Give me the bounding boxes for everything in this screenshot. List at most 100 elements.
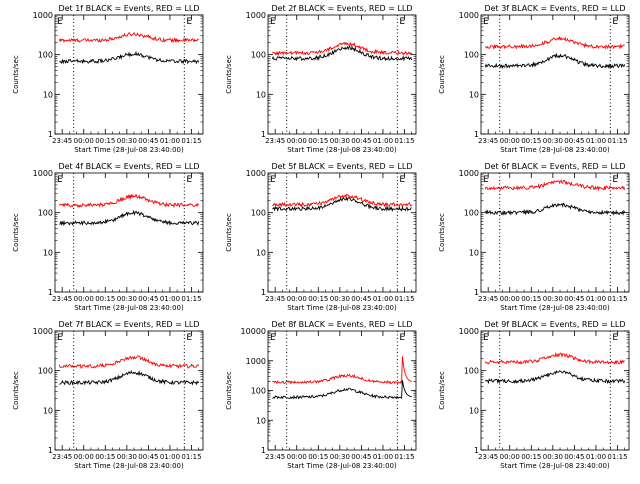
x-axis-label: Start Time (28-Jul-08 23:40:00) (500, 146, 610, 154)
y-tick-label: 10 (43, 248, 53, 257)
lld-series-line (272, 41, 413, 57)
marker-label-right: E (399, 175, 405, 185)
x-tick-label: 23:45 (52, 295, 72, 303)
panel-title: Det 3f BLACK = Events, RED = LLD (484, 4, 625, 13)
y-tick-label: 1000 (33, 11, 53, 20)
x-tick-label: 01:15 (181, 453, 201, 461)
x-tick-label: 00:30 (117, 453, 137, 461)
lld-series-line (58, 355, 200, 369)
x-tick-label: 00:45 (138, 453, 158, 461)
y-tick-label: 100 (38, 367, 53, 376)
x-axis-label: Start Time (28-Jul-08 23:40:00) (74, 146, 184, 154)
plot-frame (480, 14, 630, 135)
events-series-line (59, 370, 200, 386)
x-tick-label: 00:15 (308, 295, 328, 303)
plot-frame (480, 330, 630, 451)
detector-panel-3: Det 3f BLACK = Events, RED = LLD 1 10 100 10… (438, 4, 630, 154)
x-tick-label: 23:45 (478, 295, 498, 303)
lld-series-line (58, 32, 199, 44)
y-tick-label: 100 (38, 51, 53, 60)
x-tick-label: 01:00 (586, 137, 606, 145)
plot-frame (54, 172, 204, 293)
lld-series-line (484, 35, 625, 50)
x-tick-label: 00:00 (74, 137, 94, 145)
x-tick-label: 23:45 (265, 295, 285, 303)
x-tick-label: 01:00 (160, 453, 180, 461)
x-tick-label: 00:15 (308, 453, 328, 461)
x-tick-label: 00:45 (138, 137, 158, 145)
detector-panel-7: Det 7f BLACK = Events, RED = LLD 1 10 100 10… (12, 320, 204, 470)
x-tick-label: 01:00 (160, 295, 180, 303)
x-tick-label: 00:30 (543, 295, 563, 303)
y-axis-label: Counts/sec (438, 55, 446, 94)
x-tick-label: 00:30 (330, 453, 350, 461)
y-tick-label: 10000 (241, 327, 266, 336)
plot-frame (267, 172, 417, 293)
x-axis-label: Start Time (28-Jul-08 23:40:00) (500, 462, 610, 470)
marker-label-right: E (399, 17, 405, 27)
y-tick-label: 10 (469, 248, 479, 257)
panel-title: Det 7f BLACK = Events, RED = LLD (58, 320, 199, 329)
y-tick-label: 1000 (246, 169, 266, 178)
marker-label-right: E (612, 17, 618, 27)
marker-label-right: E (612, 175, 618, 185)
x-axis-label: Start Time (28-Jul-08 23:40:00) (287, 304, 397, 312)
y-tick-label: 10 (256, 90, 266, 99)
events-series-line (272, 196, 412, 212)
x-tick-label: 01:00 (160, 137, 180, 145)
y-axis-label: Counts/sec (225, 55, 233, 94)
panel-title: Det 5f BLACK = Events, RED = LLD (271, 162, 412, 171)
panel-title: Det 6f BLACK = Events, RED = LLD (484, 162, 625, 171)
plot-frame (267, 14, 417, 135)
y-axis-label: Counts/sec (12, 371, 20, 410)
y-tick-label: 100 (38, 209, 53, 218)
y-tick-label: 10 (43, 406, 53, 415)
x-tick-label: 00:30 (543, 453, 563, 461)
x-tick-label: 00:30 (330, 137, 350, 145)
x-tick-label: 01:15 (607, 137, 627, 145)
y-tick-label: 10 (469, 406, 479, 415)
x-tick-label: 00:00 (500, 137, 520, 145)
marker-label-right: E (399, 333, 405, 343)
x-tick-label: 00:00 (287, 137, 307, 145)
plot-frame (54, 330, 204, 451)
x-tick-label: 01:00 (586, 453, 606, 461)
y-tick-label: 100 (251, 209, 266, 218)
marker-label-left: E (270, 17, 276, 27)
detector-panel-2: Det 2f BLACK = Events, RED = LLD 1 10 100 10… (225, 4, 417, 154)
events-series-line (59, 50, 200, 65)
x-tick-label: 00:15 (95, 295, 115, 303)
x-tick-label: 01:00 (373, 295, 393, 303)
x-tick-label: 01:00 (586, 295, 606, 303)
marker-label-right: E (186, 17, 192, 27)
y-tick-label: 1000 (459, 327, 479, 336)
x-axis-label: Start Time (28-Jul-08 23:40:00) (287, 146, 397, 154)
y-axis-label: Counts/sec (225, 213, 233, 252)
marker-label-left: E (270, 175, 276, 185)
x-tick-label: 01:15 (607, 453, 627, 461)
x-tick-label: 01:15 (394, 453, 414, 461)
x-tick-label: 01:15 (181, 137, 201, 145)
y-tick-label: 10 (469, 90, 479, 99)
marker-label-left: E (483, 333, 489, 343)
y-tick-label: 1 (261, 288, 266, 297)
detector-panel-8: Det 8f BLACK = Events, RED = LLD 1 10 100 10… (225, 320, 417, 470)
events-series-line (272, 380, 412, 400)
x-tick-label: 00:45 (564, 295, 584, 303)
x-tick-label: 00:00 (287, 453, 307, 461)
x-tick-label: 00:15 (521, 137, 541, 145)
panel-title: Det 2f BLACK = Events, RED = LLD (271, 4, 412, 13)
lld-series-line (58, 193, 200, 209)
detector-panel-6: Det 6f BLACK = Events, RED = LLD 1 10 100 10… (438, 162, 630, 312)
y-tick-label: 1 (48, 446, 53, 455)
x-tick-label: 23:45 (265, 453, 285, 461)
y-tick-label: 10 (43, 90, 53, 99)
lld-series-line (484, 351, 625, 365)
x-tick-label: 00:00 (500, 453, 520, 461)
x-tick-label: 01:15 (181, 295, 201, 303)
x-tick-label: 00:15 (308, 137, 328, 145)
plot-frame (480, 172, 630, 293)
events-series-line (485, 202, 626, 217)
x-tick-label: 00:15 (95, 453, 115, 461)
